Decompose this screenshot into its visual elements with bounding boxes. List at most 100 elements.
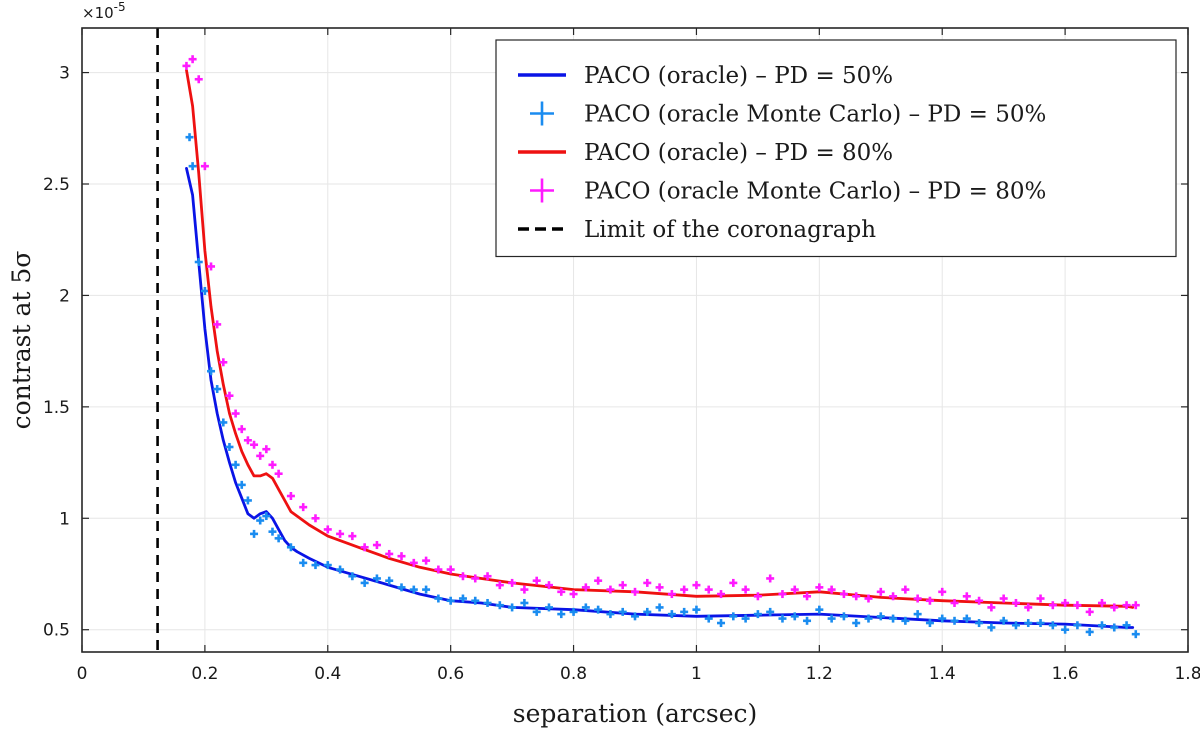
data-point (839, 612, 848, 621)
data-point (1122, 621, 1131, 630)
data-point (1073, 621, 1082, 630)
data-point (803, 592, 812, 601)
data-point (667, 610, 676, 619)
data-point (962, 614, 971, 623)
data-point (1011, 598, 1020, 607)
data-point (852, 592, 861, 601)
data-point (360, 578, 369, 587)
y-tick-label: 3 (59, 64, 70, 84)
data-point (717, 590, 726, 599)
data-point (618, 581, 627, 590)
data-point (581, 583, 590, 592)
data-point (219, 358, 228, 367)
data-point (987, 623, 996, 632)
data-point (520, 585, 529, 594)
data-point (815, 583, 824, 592)
data-point (256, 516, 265, 525)
data-point (717, 619, 726, 628)
y-axis-exponent: ×10-5 (82, 0, 126, 22)
data-point (397, 552, 406, 561)
data-point (188, 55, 197, 64)
series-line-2 (185, 68, 1135, 609)
data-point (471, 596, 480, 605)
data-point (185, 133, 194, 142)
data-point (655, 583, 664, 592)
data-point (975, 619, 984, 628)
legend-label: PACO (oracle Monte Carlo) – PD = 80% (584, 179, 1046, 205)
data-point (360, 543, 369, 552)
data-point (397, 583, 406, 592)
data-point (1036, 619, 1045, 628)
data-point (1097, 621, 1106, 630)
data-point (692, 605, 701, 614)
data-point (999, 594, 1008, 603)
data-point (250, 529, 259, 538)
data-point (975, 596, 984, 605)
data-point (790, 612, 799, 621)
x-tick-label: 1 (691, 664, 702, 684)
data-point (581, 603, 590, 612)
data-point (544, 603, 553, 612)
data-point (729, 612, 738, 621)
data-point (188, 162, 197, 171)
data-point (987, 603, 996, 612)
x-tick-label: 1.4 (929, 664, 956, 684)
data-point (655, 603, 664, 612)
data-point (311, 561, 320, 570)
data-point (446, 596, 455, 605)
data-point (1110, 603, 1119, 612)
data-point (348, 532, 357, 541)
data-point (194, 258, 203, 266)
data-point (544, 581, 553, 590)
data-point (372, 574, 381, 583)
data-point (422, 556, 431, 565)
data-point (815, 605, 824, 614)
data-point (925, 619, 934, 628)
data-point (667, 590, 676, 599)
data-point (495, 581, 504, 590)
data-point (336, 529, 345, 538)
legend-swatch (530, 178, 554, 203)
x-tick-label: 0.6 (437, 664, 464, 684)
data-point (385, 549, 394, 558)
data-point (729, 578, 738, 587)
data-point (1131, 601, 1140, 610)
data-point (704, 614, 713, 623)
data-point (213, 320, 222, 329)
data-point (274, 469, 283, 478)
legend-box (495, 39, 1177, 258)
data-point (839, 590, 848, 599)
data-point (889, 592, 898, 601)
legend-entry: PACO (oracle Monte Carlo) – PD = 80% (530, 178, 1046, 205)
data-point (286, 543, 295, 552)
data-point (458, 572, 467, 581)
data-point (200, 286, 209, 295)
x-tick-label: 0.4 (314, 664, 341, 684)
data-point (385, 576, 394, 585)
data-point (336, 565, 345, 574)
data-point (323, 561, 332, 570)
data-point (889, 614, 898, 623)
data-point (741, 585, 750, 594)
data-point (704, 585, 713, 594)
data-point (913, 594, 922, 603)
data-point (219, 418, 228, 427)
data-point (1073, 601, 1082, 610)
data-point (925, 596, 934, 605)
legend-label: PACO (oracle) – PD = 50% (584, 63, 893, 89)
series-line-0 (185, 166, 1135, 629)
data-point (938, 614, 947, 623)
data-point (1131, 630, 1140, 639)
data-point (434, 594, 443, 603)
data-point (323, 525, 332, 534)
data-point (999, 616, 1008, 625)
data-point (299, 503, 308, 512)
data-point (557, 587, 566, 596)
data-point (231, 460, 240, 469)
data-point (827, 614, 836, 623)
data-point (256, 451, 265, 460)
data-point (508, 603, 517, 612)
data-point (348, 572, 357, 581)
data-point (913, 610, 922, 619)
